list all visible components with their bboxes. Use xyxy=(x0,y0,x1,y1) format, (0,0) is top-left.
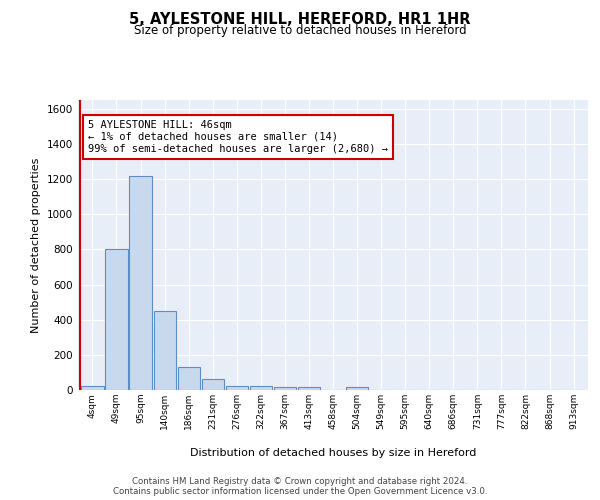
Bar xyxy=(250,386,272,390)
Bar xyxy=(202,380,224,390)
Bar xyxy=(178,367,200,390)
Text: 5, AYLESTONE HILL, HEREFORD, HR1 1HR: 5, AYLESTONE HILL, HEREFORD, HR1 1HR xyxy=(129,12,471,28)
Bar xyxy=(82,386,104,390)
Text: Distribution of detached houses by size in Hereford: Distribution of detached houses by size … xyxy=(190,448,476,458)
Bar xyxy=(298,388,320,390)
Bar xyxy=(226,386,248,390)
Text: 5 AYLESTONE HILL: 46sqm
← 1% of detached houses are smaller (14)
99% of semi-det: 5 AYLESTONE HILL: 46sqm ← 1% of detached… xyxy=(88,120,388,154)
Text: Contains HM Land Registry data © Crown copyright and database right 2024.: Contains HM Land Registry data © Crown c… xyxy=(132,478,468,486)
Bar xyxy=(154,311,176,390)
Bar xyxy=(106,250,128,390)
Text: Contains public sector information licensed under the Open Government Licence v3: Contains public sector information licen… xyxy=(113,488,487,496)
Bar xyxy=(130,176,152,390)
Text: Size of property relative to detached houses in Hereford: Size of property relative to detached ho… xyxy=(134,24,466,37)
Y-axis label: Number of detached properties: Number of detached properties xyxy=(31,158,41,332)
Bar xyxy=(346,388,368,390)
Bar xyxy=(274,388,296,390)
